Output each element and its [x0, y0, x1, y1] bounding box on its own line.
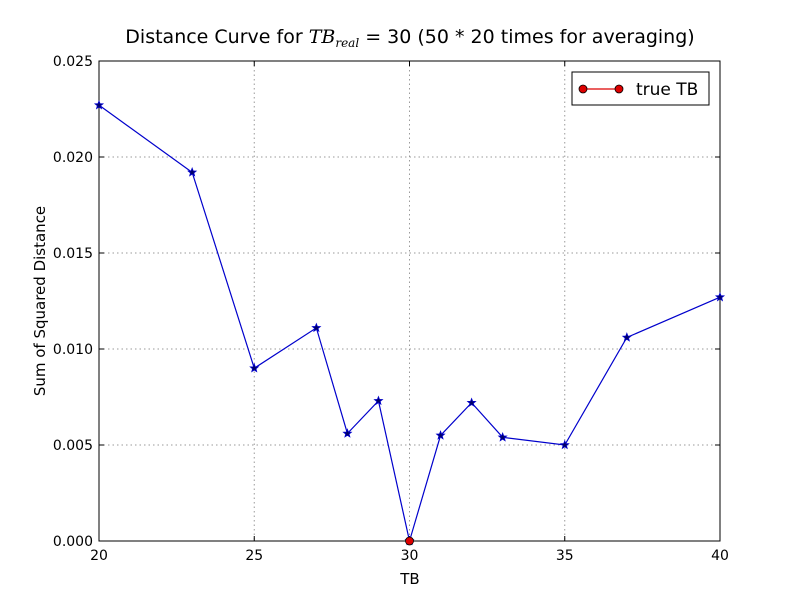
data-point: [497, 432, 508, 442]
x-tick-label: 40: [711, 548, 729, 564]
data-point: [466, 397, 477, 408]
legend-marker: [578, 84, 588, 94]
x-tick-label: 35: [556, 548, 574, 564]
legend-marker: [614, 84, 624, 94]
grid: [99, 61, 720, 541]
data-point: [714, 291, 726, 302]
data-point: [435, 430, 446, 440]
data-point: [187, 167, 198, 177]
y-tick-label: 0.005: [53, 438, 93, 454]
x-tick-label: 25: [245, 548, 263, 564]
title-prefix: Distance Curve for: [125, 26, 308, 48]
data-point: [249, 362, 260, 373]
y-tick-label: 0.025: [53, 54, 93, 70]
x-tick-label: 20: [90, 548, 108, 564]
x-axis-label: TB: [399, 570, 419, 588]
legend-label: true TB: [636, 80, 698, 100]
y-tick-label: 0.015: [53, 246, 93, 262]
x-tick-label: 30: [401, 548, 419, 564]
title-suffix: = 30 (50 * 20 times for averaging): [359, 26, 695, 48]
y-tick-label: 0.010: [53, 342, 93, 358]
axis-ticks: 20 25 30 35 40 0.000 0.005 0.010 0.015 0.020 0.025: [53, 54, 729, 564]
y-tick-label: 0.000: [53, 534, 93, 550]
data-point: [559, 439, 570, 450]
data-point: [373, 395, 384, 406]
y-tick-label: 0.020: [53, 150, 93, 166]
data-point: [311, 322, 322, 333]
title-math-sub: real: [335, 36, 359, 50]
legend: true TB: [571, 71, 710, 106]
series: [93, 99, 726, 546]
true-tb-point: [405, 536, 414, 546]
title-math-base: TB: [309, 26, 336, 48]
data-point: [93, 99, 105, 110]
data-point: [621, 332, 632, 342]
chart-title: Distance Curve for TBreal = 30 (50 * 20 …: [125, 26, 694, 50]
y-axis-label: Sum of Squared Distance: [31, 206, 49, 396]
data-point: [342, 428, 353, 438]
